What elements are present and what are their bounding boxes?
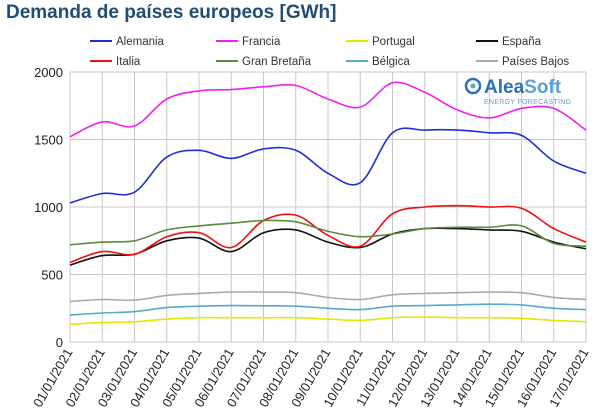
y-axis-ticks: 0 500 1000 1500 2000 [34,65,63,350]
x-axis-ticks: 01/01/202102/01/202103/01/202104/01/2021… [30,346,592,410]
legend: Alemania Francia Portugal España Italia Gran … [90,36,569,68]
series-lines [69,81,587,326]
logo-tagline: ENERGY FORECASTING [484,99,571,106]
logo-word-alea: Alea [484,77,525,98]
y-tick-label: 1000 [34,200,63,215]
y-tick-label: 0 [56,335,63,350]
series-line-espana [69,227,587,266]
logo-wordmark: AleaSoft [484,77,562,98]
chart-title: Demanda de países europeos [GWh] [6,2,337,23]
series-line-gran-bretana [69,219,587,247]
legend-label-belgica: Bélgica [372,56,410,68]
series-line-italia [69,204,587,264]
aleasoft-logo: AleaSoft ENERGY FORECASTING [464,77,571,106]
logo-word-soft: Soft [524,77,562,98]
legend-label-portugal: Portugal [372,36,415,48]
legend-label-paises-bajos: Países Bajos [502,56,569,68]
y-tick-label: 500 [41,268,63,283]
legend-label-alemania: Alemania [116,36,165,48]
series-line-belgica [69,303,587,316]
series-line-alemania [69,127,587,204]
legend-label-francia: Francia [242,36,281,48]
series-line-paises-bajos [69,291,587,303]
legend-label-gran-bretana: Gran Bretaña [242,56,312,68]
legend-label-italia: Italia [116,56,141,68]
grid [69,71,587,343]
legend-label-espana: España [502,36,542,48]
y-tick-label: 1500 [34,133,63,148]
logo-mark-icon [464,77,482,95]
series-line-francia [69,81,587,138]
y-tick-label: 2000 [34,65,63,80]
series-line-portugal [69,316,587,326]
